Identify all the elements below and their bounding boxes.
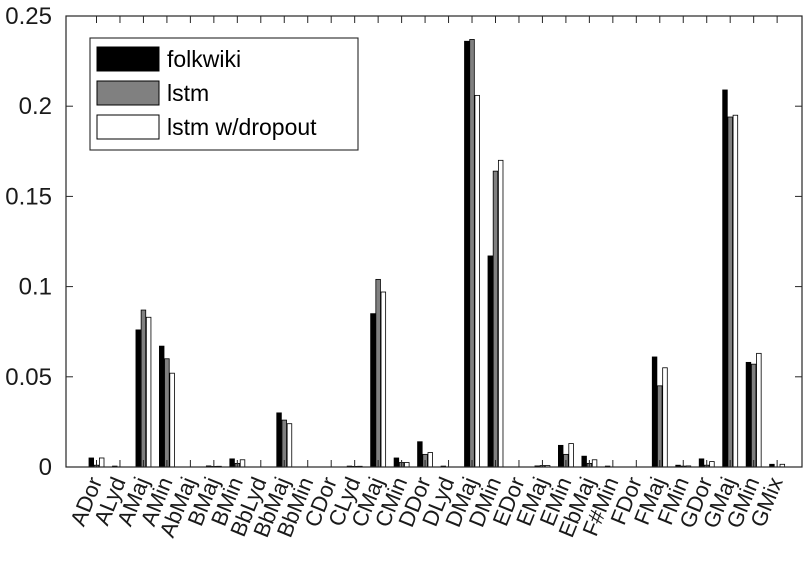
bars-layer bbox=[88, 39, 786, 468]
bar-lstm-dmin bbox=[492, 170, 499, 468]
bar-lstm-w-dropout-bbmaj bbox=[286, 423, 293, 468]
bar-folkwiki-cmin bbox=[393, 457, 400, 468]
bar-folkwiki-bbmaj bbox=[276, 412, 282, 468]
bar-lstm-w-dropout-gdor bbox=[709, 461, 715, 468]
bar-folkwiki-ebmaj bbox=[581, 455, 587, 468]
y-axis-ticks: 0 0.05 0.1 0.15 0.2 0.25 bbox=[5, 3, 802, 481]
bar-lstm-w-dropout-emin bbox=[568, 443, 574, 468]
legend-label: lstm w/dropout bbox=[167, 114, 317, 140]
legend-label: folkwiki bbox=[167, 46, 241, 72]
bar-lstm-w-dropout-dmin bbox=[497, 159, 504, 468]
y-tick-label: 0 bbox=[39, 454, 52, 481]
bar-folkwiki-cmaj bbox=[370, 313, 376, 468]
y-tick-label: 0.2 bbox=[19, 93, 52, 120]
bar-folkwiki-gdor bbox=[698, 458, 705, 468]
bar-folkwiki-gmaj bbox=[722, 89, 728, 468]
bar-lstm-cmaj bbox=[375, 278, 381, 468]
bar-lstm-w-dropout-ddor bbox=[427, 452, 433, 468]
bar-lstm-amin bbox=[164, 358, 170, 468]
bar-folkwiki-bmin bbox=[229, 458, 235, 468]
bar-lstm-gmaj bbox=[727, 116, 733, 468]
legend: folkwiki lstm lstm w/dropout bbox=[89, 37, 359, 151]
bar-lstm-w-dropout-ebmaj bbox=[591, 459, 598, 468]
bar-lstm-w-dropout-fmaj bbox=[662, 367, 668, 468]
y-tick-label: 0.15 bbox=[5, 183, 52, 210]
bar-lstm-w-dropout-cmin bbox=[404, 462, 410, 468]
bar-folkwiki-emin bbox=[558, 444, 564, 468]
y-tick-label: 0.25 bbox=[5, 3, 52, 30]
bar-lstm-w-dropout-dmaj bbox=[474, 94, 480, 468]
bar-lstm-w-dropout-amaj bbox=[145, 316, 152, 468]
legend-swatch bbox=[96, 80, 160, 106]
bar-folkwiki-dmaj bbox=[464, 40, 470, 468]
bar-lstm-w-dropout-ador bbox=[99, 457, 105, 468]
bar-lstm-amaj bbox=[140, 309, 147, 468]
bar-lstm-dmaj bbox=[469, 39, 475, 468]
bar-lstm-bbmaj bbox=[281, 419, 287, 468]
bar-folkwiki-ddor bbox=[417, 441, 423, 468]
legend-swatch bbox=[96, 46, 160, 72]
bar-lstm-w-dropout-amin bbox=[169, 372, 175, 468]
bar-folkwiki-fmaj bbox=[651, 356, 658, 468]
bar-lstm-w-dropout-gmin bbox=[756, 352, 762, 468]
bar-lstm-w-dropout-cmaj bbox=[380, 291, 387, 468]
bar-folkwiki-ador bbox=[88, 457, 94, 468]
bar-lstm-w-dropout-bmin bbox=[239, 459, 246, 468]
legend-label: lstm bbox=[167, 80, 209, 106]
bar-lstm-fmaj bbox=[657, 385, 663, 468]
y-tick-label: 0.05 bbox=[5, 364, 52, 391]
bar-folkwiki-gmin bbox=[745, 361, 752, 468]
axes-layer bbox=[65, 15, 803, 468]
bar-lstm-w-dropout-gmaj bbox=[732, 114, 739, 468]
bar-folkwiki-amaj bbox=[135, 329, 141, 468]
y-tick-label: 0.1 bbox=[19, 274, 52, 301]
legend-swatch bbox=[96, 114, 160, 140]
plot-frame bbox=[65, 15, 803, 468]
bar-folkwiki-dmin bbox=[487, 255, 493, 468]
bar-lstm-gmin bbox=[750, 363, 757, 468]
bar-folkwiki-amin bbox=[159, 345, 165, 468]
